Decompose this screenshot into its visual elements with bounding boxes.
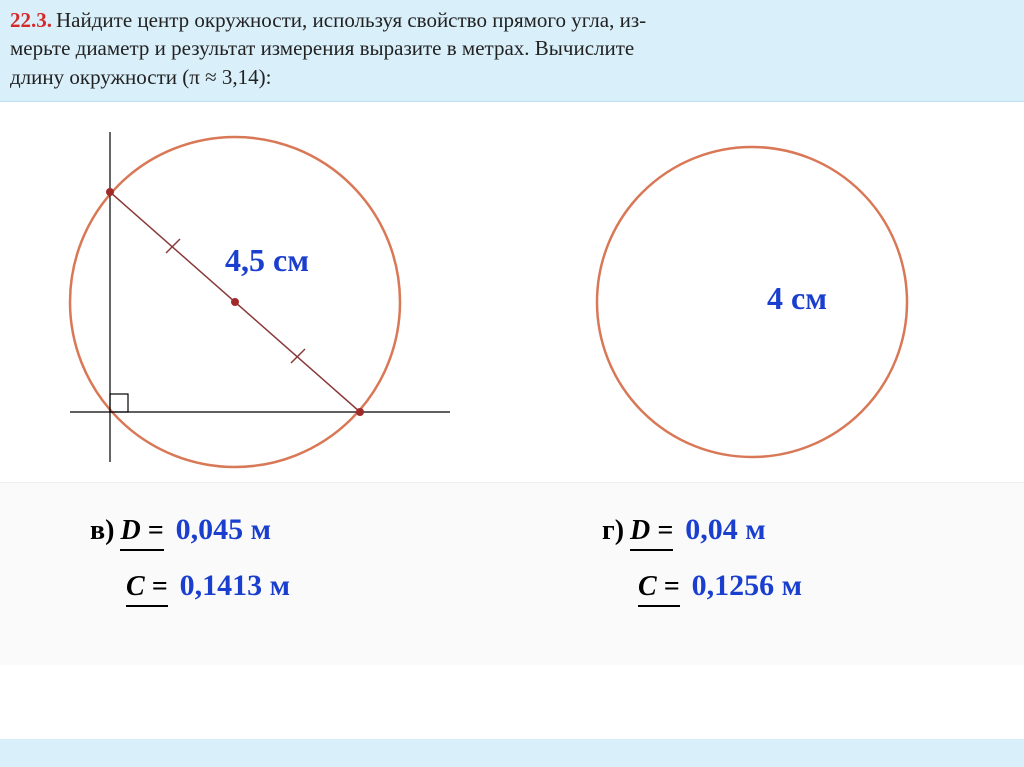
left-C-label: C = (126, 571, 168, 607)
right-D-value: 0,04 м (685, 513, 765, 547)
left-diameter-label: 4,5 см (225, 242, 309, 279)
right-C-line: C = 0,1256 м (602, 569, 1024, 607)
right-D-line: г) D = 0,04 м (602, 513, 1024, 551)
right-diagram: 4 см (542, 122, 962, 482)
point-center (231, 298, 239, 306)
left-letter: в) (90, 515, 114, 547)
answers-row: в) D = 0,045 м C = 0,1413 м г) D = 0,04 … (0, 482, 1024, 665)
left-D-value: 0,045 м (176, 513, 271, 547)
problem-text-2: мерьте диаметр и результат измерения выр… (10, 36, 634, 60)
right-answers: г) D = 0,04 м C = 0,1256 м (512, 513, 1024, 625)
right-angle-marker (110, 394, 128, 412)
right-diameter-label: 4 см (767, 280, 827, 317)
left-answers: в) D = 0,045 м C = 0,1413 м (0, 513, 512, 625)
left-figure: 4,5 см (0, 122, 512, 482)
right-D-label: D = (630, 515, 673, 551)
bottom-strip (0, 739, 1024, 767)
point-top (106, 188, 114, 196)
left-D-label: D = (120, 515, 163, 551)
left-D-line: в) D = 0,045 м (90, 513, 512, 551)
point-bottom (356, 408, 364, 416)
left-svg (30, 122, 450, 482)
left-C-value: 0,1413 м (180, 569, 290, 603)
problem-number: 22.3. (10, 8, 52, 32)
problem-text-1: Найдите центр окружности, используя свой… (56, 8, 646, 32)
problem-text-3: длину окружности (π ≈ 3,14): (10, 65, 272, 89)
right-letter: г) (602, 515, 624, 547)
left-C-line: C = 0,1413 м (90, 569, 512, 607)
right-C-label: C = (638, 571, 680, 607)
figures-area: 4,5 см 4 см (0, 101, 1024, 482)
right-C-value: 0,1256 м (692, 569, 802, 603)
left-diagram: 4,5 см (30, 122, 450, 482)
right-circle (597, 147, 907, 457)
problem-header: 22.3. Найдите центр окружности, использу… (0, 0, 1024, 101)
right-figure: 4 см (512, 122, 1024, 482)
right-svg (542, 122, 962, 482)
